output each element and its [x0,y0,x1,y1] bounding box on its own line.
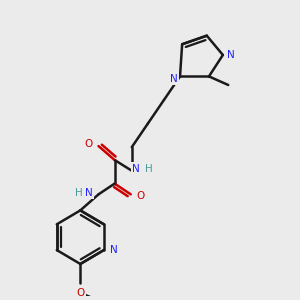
Text: N: N [226,50,234,60]
Text: O: O [85,139,93,149]
Text: N: N [110,245,117,255]
Text: O: O [136,191,145,202]
Text: N: N [132,164,140,174]
Text: H: H [75,188,83,198]
Text: O: O [76,288,85,298]
Text: N: N [170,74,178,84]
Text: H: H [145,164,153,174]
Text: N: N [85,188,93,198]
